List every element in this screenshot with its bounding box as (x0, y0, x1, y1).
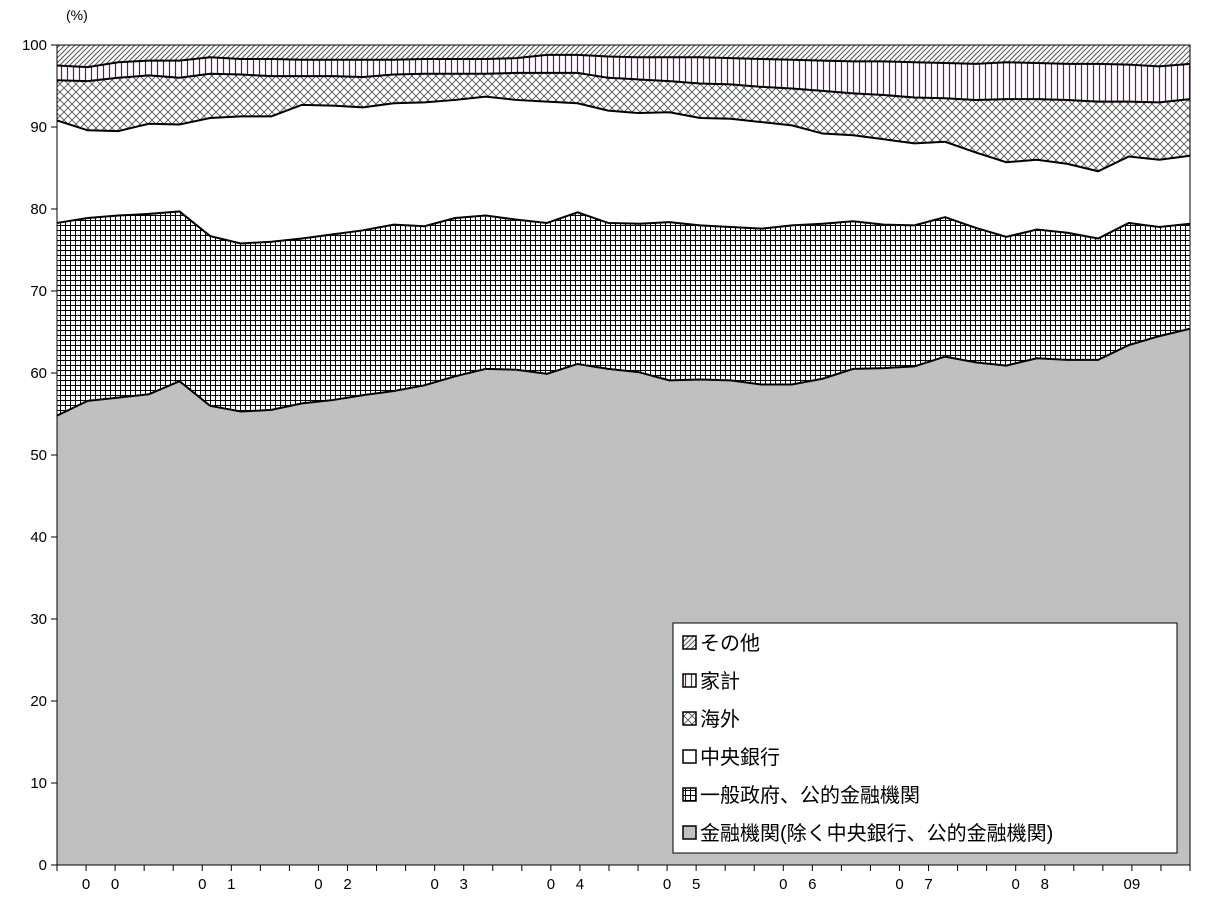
unit-label: (%) (66, 7, 88, 23)
legend-swatch-household (682, 673, 697, 688)
x-tick-label: 4 (576, 876, 584, 893)
y-tick-label: 90 (30, 119, 47, 136)
line-gov (56, 210, 1191, 245)
x-tick-label: 8 (1041, 876, 1049, 893)
y-tick-label: 30 (30, 611, 47, 628)
y-tick-label: 80 (30, 201, 47, 218)
x-tick-label: 0 (111, 876, 119, 893)
legend-label-household: 家計 (700, 670, 740, 693)
x-tick-label: 0 (547, 876, 555, 893)
legend: その他家計海外中央銀行一般政府、公的金融機関金融機関(除く中央銀行、公的金融機関… (672, 622, 1178, 854)
y-tick-label: 50 (30, 447, 47, 464)
x-tick-label: 7 (924, 876, 932, 893)
legend-label-gov: 一般政府、公的金融機関 (700, 784, 920, 807)
area-cb (57, 96, 1190, 244)
y-tick-label: 70 (30, 283, 47, 300)
x-tick-label: 5 (692, 876, 700, 893)
line-overseas (56, 71, 1191, 104)
x-tick-label: 0 (198, 876, 206, 893)
legend-label-other: その他 (700, 632, 760, 655)
legend-label-overseas: 海外 (700, 708, 740, 731)
y-tick-label: 40 (30, 529, 47, 546)
x-tick-label: 0 (663, 876, 671, 893)
series-boundaries (56, 53, 1191, 417)
line-fin (56, 327, 1191, 417)
y-tick-label: 100 (22, 37, 47, 54)
line-cb (56, 95, 1191, 173)
legend-label-fin: 金融機関(除く中央銀行、公的金融機関) (700, 822, 1053, 845)
y-tick-label: 20 (30, 693, 47, 710)
legend-swatch-other (682, 635, 697, 650)
y-tick-label: 60 (30, 365, 47, 382)
legend-swatch-cb (682, 749, 697, 764)
y-tick-label: 10 (30, 775, 47, 792)
line-household (56, 53, 1191, 69)
x-tick-label: 1 (227, 876, 235, 893)
legend-swatch-gov (682, 787, 697, 802)
x-tick-label: 2 (343, 876, 351, 893)
x-tick-label: 0 (895, 876, 903, 893)
x-tick-label: 0 (314, 876, 322, 893)
x-tick-label: 0 (430, 876, 438, 893)
x-tick-label: 0 (1012, 876, 1020, 893)
x-tick-label: 0 (779, 876, 787, 893)
x-tick-label: 09 (1124, 876, 1141, 893)
x-tick-label: 3 (460, 876, 468, 893)
legend-box (672, 622, 1178, 854)
x-tick-label: 6 (808, 876, 816, 893)
legend-swatch-fin (682, 825, 697, 840)
legend-swatch-overseas (682, 711, 697, 726)
legend-label-cb: 中央銀行 (700, 746, 780, 769)
area-gov (57, 211, 1190, 416)
y-tick-label: 0 (39, 857, 47, 874)
x-tick-label: 0 (82, 876, 90, 893)
